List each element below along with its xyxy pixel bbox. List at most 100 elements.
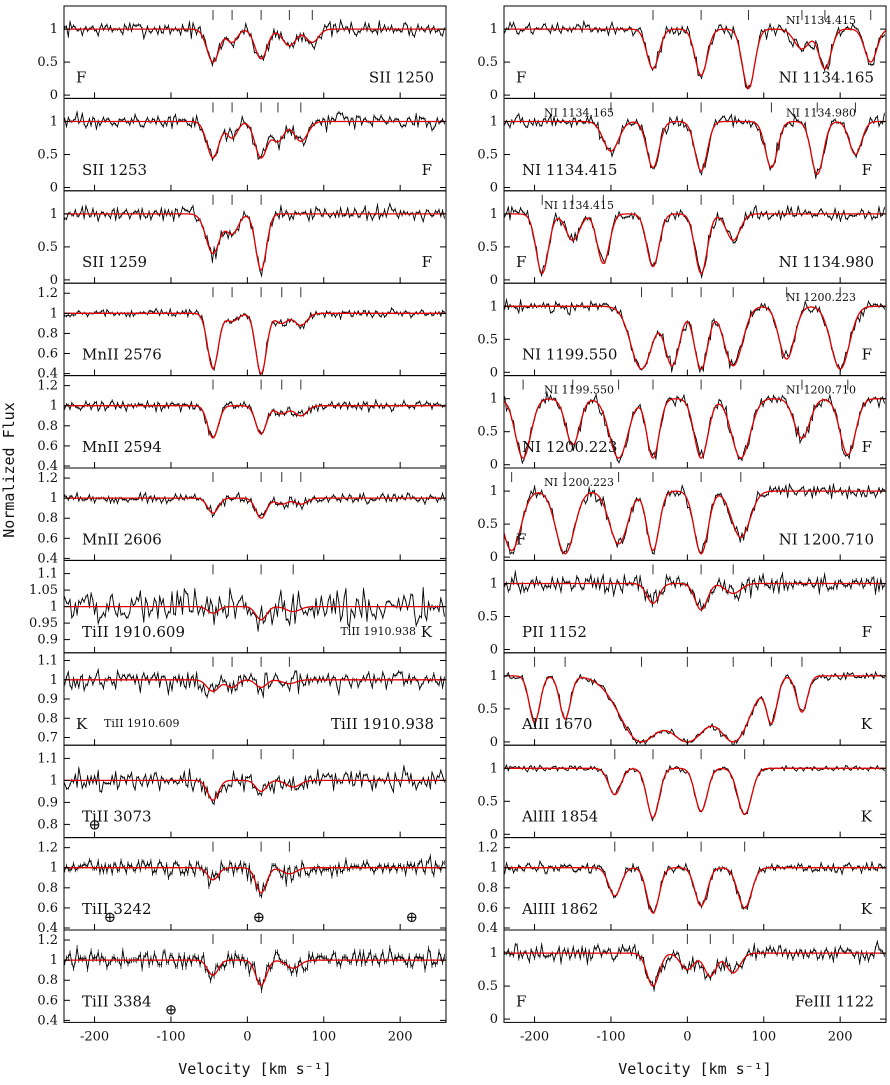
ion-label: MnII 2606 (82, 530, 162, 548)
y-tick-label: 1 (50, 399, 58, 414)
model-fit-line (504, 120, 886, 176)
blend-label: TiII 1910.609 (104, 717, 180, 730)
error-bars (64, 853, 445, 899)
panel-SII-1253: 0 0.5 1 SII 1253 F (37, 97, 447, 196)
telluric-marker: ⊕ (88, 816, 101, 834)
y-tick-label: 1.1 (37, 654, 58, 669)
y-tick-label: 1 (490, 761, 498, 776)
x-tick-label: -200 (520, 1029, 549, 1044)
y-tick-label: 0.6 (37, 439, 58, 454)
y-tick-label: 0.6 (37, 531, 58, 546)
y-tick-label: 1 (490, 299, 498, 314)
ion-label: AlIII 1854 (521, 808, 598, 826)
y-tick-label: 1 (50, 861, 58, 876)
quality-flag: K (76, 715, 88, 733)
ion-label: SII 1259 (82, 253, 147, 271)
y-tick-label: 0 (490, 365, 498, 380)
x-axis-title-left: Velocity [km s⁻¹] (178, 1060, 332, 1078)
x-axis-title-right: Velocity [km s⁻¹] (618, 1060, 772, 1078)
ion-label: NI 1134.415 (522, 161, 617, 179)
x-tick-label: -100 (596, 1029, 625, 1044)
y-tick-label: 0.5 (477, 610, 498, 625)
y-tick-label: 1.2 (37, 379, 58, 394)
telluric-marker: ⊕ (405, 908, 418, 926)
ion-label: TiII 1910.609 (82, 623, 185, 641)
quality-flag: K (861, 900, 873, 918)
y-tick-label: 0.7 (37, 731, 58, 746)
quality-flag: F (422, 253, 432, 271)
y-tick-label: 0.4 (37, 367, 58, 382)
y-tick-label: 0.5 (37, 240, 58, 255)
quality-flag: F (862, 161, 872, 179)
y-tick-label: 0.6 (37, 901, 58, 916)
panel-FeIII-1122: 0 0.5 1 FeIII 1122 F -200 -100 0 100 200 (477, 929, 887, 1044)
y-tick-label: 0.4 (37, 459, 58, 474)
ion-label: MnII 2576 (82, 346, 162, 364)
y-tick-label: 0.5 (477, 332, 498, 347)
y-tick-label: 0.5 (477, 517, 498, 532)
y-tick-label: 0.8 (477, 881, 498, 896)
blend-label: NI 1134.415 (544, 199, 614, 212)
y-tick-label: 0 (50, 181, 58, 196)
y-tick-label: 0.8 (37, 817, 58, 832)
y-tick-label: 1 (50, 673, 58, 688)
y-tick-label: 1 (490, 392, 498, 407)
model-fit-line (504, 767, 886, 819)
ion-label: TiII 1910.938 (331, 715, 434, 733)
panel-grid: 0 0.5 1 SII 1250 F 0 0.5 1 SII 1253 F 0 0.5 1 SII 125… (29, 5, 887, 1044)
spectrum-data (504, 940, 885, 992)
panel-TiII-1910-609: 0.9 0.951 1.051.1 TiII 1910.609 K TiII 1910.9… (29, 559, 447, 654)
y-tick-label: 1 (50, 22, 58, 37)
x-tick-label: 100 (751, 1029, 776, 1044)
x-tick-label: 100 (311, 1029, 336, 1044)
panel-AlII-1670: 0 0.5 1 AlII 1670 K (477, 652, 887, 750)
ion-label: NI 1199.550 (522, 346, 617, 364)
x-tick-label: -100 (156, 1029, 185, 1044)
y-tick-label: 1 (490, 577, 498, 592)
y-tick-label: 0 (490, 88, 498, 103)
y-tick-label: 1 (50, 600, 58, 615)
blend-label: NI 1134.980 (786, 106, 856, 119)
y-tick-label: 0.9 (37, 633, 58, 648)
y-tick-label: 1.2 (477, 841, 498, 856)
panel-TiII-3073: 0.8 0.9 1 1.1 TiII 3073⊕ (37, 744, 447, 839)
y-tick-label: 0.5 (477, 55, 498, 70)
y-tick-label: 1.2 (37, 841, 58, 856)
y-tick-label: 1.05 (29, 583, 58, 598)
ion-label: PII 1152 (522, 623, 587, 641)
y-tick-label: 0.5 (477, 148, 498, 163)
y-tick-label: 1 (50, 207, 58, 222)
model-fit-line (64, 405, 446, 439)
y-tick-label: 1 (490, 946, 498, 961)
model-fit-line (504, 675, 886, 743)
spectrum-data (64, 19, 445, 67)
spectrum-data (64, 491, 445, 518)
panel-NI-1134-980: 0 0.5 1 NI 1134.980 F NI 1134.415 (477, 190, 887, 288)
y-tick-label: 0.5 (477, 979, 498, 994)
panel-NI-1134-415: 0 0.5 1 NI 1134.415 F NI 1134.165 NI 1134.980 (477, 97, 887, 196)
y-tick-label: 0 (490, 181, 498, 196)
model-fit-line (64, 28, 446, 63)
quality-flag: F (862, 623, 872, 641)
y-tick-label: 0.4 (37, 1013, 58, 1028)
y-tick-label: 0.8 (37, 511, 58, 526)
y-tick-label: 1.1 (37, 567, 58, 582)
spectrum-data (504, 570, 885, 612)
y-tick-label: 1 (490, 484, 498, 499)
y-tick-label: 0 (490, 735, 498, 750)
y-tick-label: 0.5 (477, 240, 498, 255)
x-tick-label: 200 (388, 1029, 413, 1044)
quality-flag: K (861, 808, 873, 826)
panel-NI-1200-710: 0 0.5 1 NI 1200.710 F NI 1200.223 (477, 467, 887, 565)
panel-NI-1200-223: 0 0.5 1 NI 1200.223 F NI 1199.550 NI 1200.710 (477, 375, 887, 473)
ion-label: NI 1200.223 (522, 438, 617, 456)
quality-flag: K (861, 715, 873, 733)
blend-label: TiII 1910.938 (340, 625, 416, 638)
flux-data (64, 855, 445, 898)
x-tick-label: 0 (683, 1029, 691, 1044)
y-tick-label: 0.95 (29, 616, 58, 631)
model-fit-line (504, 490, 886, 555)
quality-flag: F (516, 992, 526, 1010)
flux-data (504, 571, 885, 612)
